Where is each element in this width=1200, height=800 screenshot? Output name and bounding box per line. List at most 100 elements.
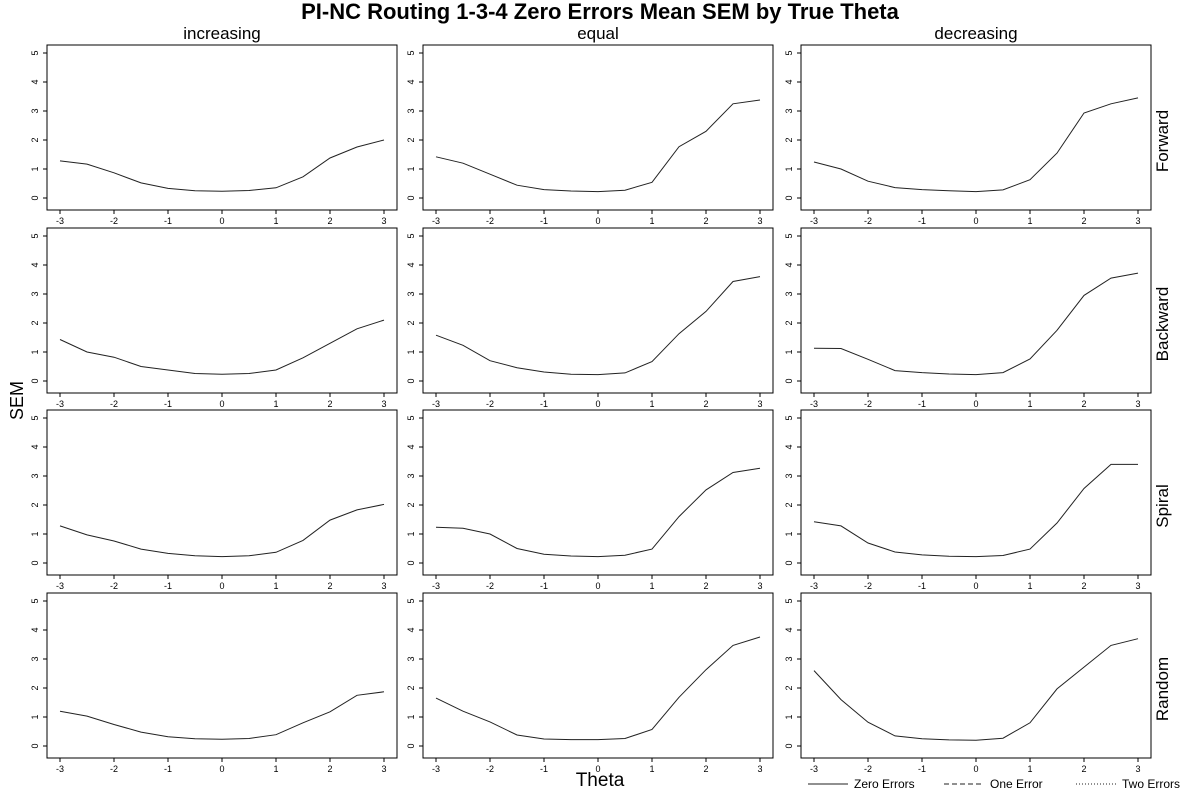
x-tick-label: 1	[1027, 399, 1032, 409]
x-tick-label: -2	[110, 764, 118, 774]
y-tick-label: 3	[784, 291, 794, 296]
x-tick-label: -1	[164, 216, 172, 226]
panel-backward-increasing: -3 -2 -1 0 1 2 3 0 1 2 3 4 5	[30, 227, 398, 409]
x-tick-label: -3	[432, 399, 440, 409]
y-tick-label: 3	[30, 108, 40, 113]
y-tick-label: 3	[784, 473, 794, 478]
x-tick-label: -2	[486, 216, 494, 226]
x-tick-label: 0	[219, 399, 224, 409]
y-tick-label: 5	[406, 598, 416, 603]
y-tick-label: 3	[406, 291, 416, 296]
chart-title: PI-NC Routing 1-3-4 Zero Errors Mean SEM…	[301, 0, 899, 24]
y-tick-label: 4	[784, 262, 794, 267]
x-tick-label: 0	[219, 581, 224, 591]
y-tick-label: 3	[784, 656, 794, 661]
y-tick-label: 1	[30, 166, 40, 171]
x-tick-label: 1	[273, 399, 278, 409]
y-tick-label: 0	[406, 378, 416, 383]
y-tick-label: 1	[30, 714, 40, 719]
panel-forward-increasing: -3 -2 -1 0 1 2 3 0 1 2 3 4 5	[30, 44, 398, 226]
x-tick-label: 1	[273, 216, 278, 226]
y-tick-label: 4	[406, 262, 416, 267]
x-tick-label: -3	[56, 764, 64, 774]
legend-item-one-error: One Error	[944, 776, 1043, 791]
panel-frame	[422, 592, 774, 759]
x-tick-label: -1	[540, 581, 548, 591]
y-tick-label: 4	[30, 627, 40, 632]
x-tick-label: -3	[56, 581, 64, 591]
panel-forward-equal: -3 -2 -1 0 1 2 3 0 1 2 3 4 5	[406, 44, 774, 226]
x-tick-label: -1	[540, 399, 548, 409]
y-tick-label: 3	[406, 656, 416, 661]
x-tick-label: 2	[1081, 764, 1086, 774]
x-tick-label: 3	[757, 581, 762, 591]
y-tick-label: 4	[406, 79, 416, 84]
panel-forward-decreasing: -3 -2 -1 0 1 2 3 0 1 2 3 4 5	[784, 44, 1152, 226]
panel-frame	[800, 409, 1152, 576]
panel-spiral-equal: -3 -2 -1 0 1 2 3 0 1 2 3 4 5	[406, 409, 774, 591]
y-tick-label: 0	[406, 743, 416, 748]
x-tick-label: 1	[273, 764, 278, 774]
y-tick-label: 1	[784, 166, 794, 171]
x-tick-label: 0	[595, 216, 600, 226]
y-tick-label: 3	[784, 108, 794, 113]
series-line-zero-errors	[59, 139, 385, 192]
x-tick-label: 1	[1027, 581, 1032, 591]
x-tick-label: 0	[219, 764, 224, 774]
x-tick-label: -3	[56, 216, 64, 226]
legend-item-zero-errors: Zero Errors	[808, 776, 915, 791]
x-tick-label: 1	[1027, 216, 1032, 226]
y-tick-label: 2	[30, 137, 40, 142]
x-tick-label: -2	[110, 216, 118, 226]
y-tick-label: 0	[30, 743, 40, 748]
y-tick-label: 1	[406, 531, 416, 536]
x-tick-label: -1	[918, 764, 926, 774]
x-tick-label: 1	[649, 216, 654, 226]
x-tick-label: -3	[810, 216, 818, 226]
panel-frame	[46, 592, 398, 759]
series-line-zero-errors	[435, 99, 761, 193]
panel-frame	[46, 44, 398, 211]
series-line-zero-errors	[813, 272, 1139, 376]
x-tick-label: -3	[810, 764, 818, 774]
series-line-zero-errors	[59, 691, 385, 740]
x-tick-label: 1	[649, 581, 654, 591]
x-tick-label: 0	[595, 764, 600, 774]
x-tick-label: 3	[1135, 399, 1140, 409]
y-tick-label: 3	[406, 473, 416, 478]
series-line-zero-errors	[813, 97, 1139, 193]
x-tick-label: -2	[486, 581, 494, 591]
y-tick-label: 5	[784, 598, 794, 603]
x-tick-label: -2	[864, 216, 872, 226]
x-axis-label: Theta	[575, 770, 625, 791]
panel-frame	[800, 44, 1152, 211]
x-tick-label: -1	[164, 581, 172, 591]
x-tick-label: -1	[918, 581, 926, 591]
y-tick-label: 0	[784, 195, 794, 200]
x-tick-label: -3	[432, 216, 440, 226]
x-tick-label: -2	[486, 764, 494, 774]
y-tick-label: 0	[30, 195, 40, 200]
series-line-zero-errors	[59, 319, 385, 375]
y-tick-label: 3	[30, 656, 40, 661]
x-tick-label: -1	[540, 764, 548, 774]
x-tick-label: 0	[973, 399, 978, 409]
y-tick-label: 0	[30, 560, 40, 565]
legend-line-dotted	[1076, 783, 1116, 785]
y-tick-label: 5	[30, 233, 40, 238]
y-tick-label: 0	[406, 195, 416, 200]
column-header-equal: equal	[577, 24, 619, 43]
x-tick-label: -1	[164, 764, 172, 774]
y-tick-label: 1	[406, 714, 416, 719]
x-tick-label: 0	[595, 581, 600, 591]
x-tick-label: -2	[486, 399, 494, 409]
series-line-zero-errors	[59, 503, 385, 558]
panel-frame	[422, 44, 774, 211]
panel-backward-equal: -3 -2 -1 0 1 2 3 0 1 2 3 4 5	[406, 227, 774, 409]
x-tick-label: 3	[381, 764, 386, 774]
x-tick-label: 2	[703, 764, 708, 774]
panel-spiral-increasing: -3 -2 -1 0 1 2 3 0 1 2 3 4 5	[30, 409, 398, 591]
x-tick-label: 1	[649, 764, 654, 774]
y-tick-label: 1	[406, 166, 416, 171]
